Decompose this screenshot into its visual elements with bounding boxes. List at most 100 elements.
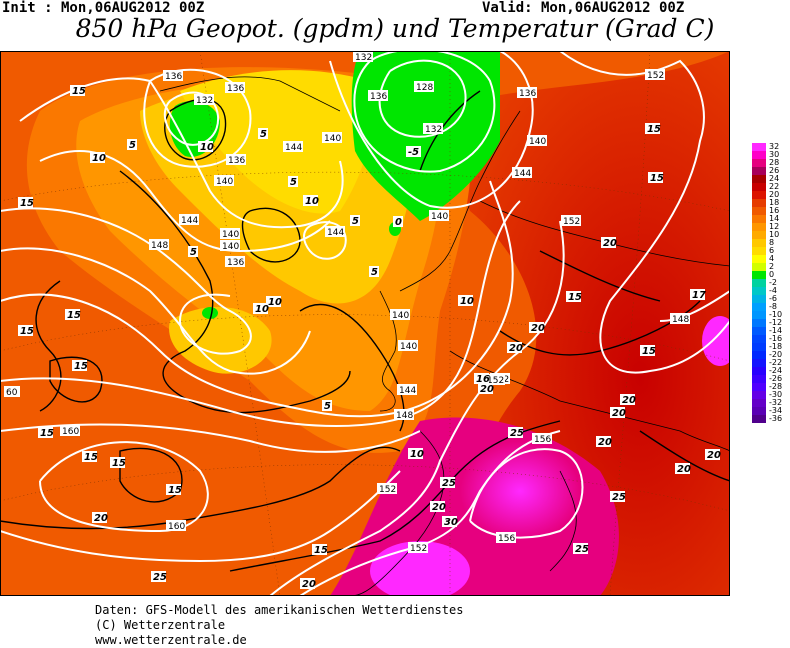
svg-text:60: 60 [6, 388, 18, 398]
legend-row: -18 [752, 342, 790, 351]
svg-text:20: 20 [94, 513, 108, 524]
temp-label: 25 [508, 427, 524, 439]
svg-text:156: 156 [534, 435, 551, 445]
svg-text:5: 5 [371, 267, 378, 278]
gp-label: 156 [532, 433, 552, 445]
legend-row: -20 [752, 350, 790, 359]
svg-text:25: 25 [510, 428, 524, 439]
svg-text:140: 140 [222, 230, 239, 240]
legend-value: 14 [769, 214, 780, 223]
gp-label: 132 [194, 94, 214, 106]
legend-row: -34 [752, 406, 790, 415]
temp-label: 10 [303, 195, 319, 207]
legend-swatch [752, 223, 766, 231]
legend-swatch [752, 351, 766, 359]
legend-value: 16 [769, 206, 780, 215]
svg-text:10: 10 [410, 449, 424, 460]
legend-value: 20 [769, 190, 780, 199]
legend-row: 8 [752, 238, 790, 247]
legend-row: 4 [752, 254, 790, 263]
svg-text:160: 160 [168, 522, 185, 532]
legend-swatch [752, 151, 766, 159]
legend-row: -4 [752, 286, 790, 295]
svg-text:15: 15 [650, 173, 664, 184]
legend-swatch [752, 143, 766, 151]
temp-label: 20 [300, 578, 316, 590]
temp-label: 16 [474, 373, 490, 385]
legend-swatch [752, 303, 766, 311]
gp-label: 160 [166, 520, 186, 532]
geopotential-labels: 136 132 136 128 132 152 136 132 136 140 … [4, 51, 690, 554]
gp-label: 160 [60, 425, 80, 437]
temp-label: 15 [65, 309, 81, 321]
svg-text:15: 15 [67, 310, 81, 321]
legend-row: 16 [752, 206, 790, 215]
temp-label: 10 [408, 448, 424, 460]
svg-text:20: 20 [302, 579, 316, 590]
temp-label: 20 [596, 436, 612, 448]
svg-text:25: 25 [153, 572, 167, 583]
svg-text:15: 15 [112, 458, 126, 469]
svg-text:5: 5 [352, 216, 359, 227]
temp-label: 15 [312, 544, 328, 556]
legend-value: -34 [769, 406, 783, 415]
svg-text:15: 15 [647, 124, 661, 135]
legend-row: -16 [752, 334, 790, 343]
svg-text:20: 20 [509, 343, 523, 354]
temp-label: 5 [369, 266, 379, 278]
svg-text:148: 148 [672, 315, 689, 325]
gp-label: 144 [512, 167, 532, 179]
legend-swatch [752, 311, 766, 319]
svg-text:148: 148 [396, 411, 413, 421]
temp-label: 20 [705, 449, 721, 461]
legend-swatch [752, 175, 766, 183]
legend-value: -2 [769, 278, 777, 287]
legend-swatch [752, 239, 766, 247]
map-canvas: 136 132 136 128 132 152 136 132 136 140 … [0, 51, 730, 596]
temp-label: 20 [601, 237, 617, 249]
svg-text:5: 5 [190, 247, 197, 258]
svg-text:152: 152 [487, 376, 504, 386]
svg-text:20: 20 [622, 395, 636, 406]
legend-swatch [752, 199, 766, 207]
weather-map: 136 132 136 128 132 152 136 132 136 140 … [0, 51, 730, 596]
svg-text:20: 20 [707, 450, 721, 461]
legend-row: 14 [752, 214, 790, 223]
svg-text:20: 20 [531, 323, 545, 334]
temp-label: 15 [38, 427, 54, 439]
svg-text:17: 17 [692, 290, 706, 301]
svg-text:25: 25 [612, 492, 626, 503]
gp-label: 140 [220, 228, 240, 240]
gp-label: 148 [149, 239, 169, 251]
svg-text:152: 152 [563, 217, 580, 227]
legend-swatch [752, 271, 766, 279]
temp-label: 5 [350, 215, 360, 227]
temp-label: 15 [18, 197, 34, 209]
map-border [0, 51, 730, 596]
temp-label: 5 [288, 176, 298, 188]
gp-label: 132 [423, 123, 443, 135]
svg-text:0: 0 [395, 217, 402, 228]
svg-text:15: 15 [168, 485, 182, 496]
svg-text:136: 136 [227, 258, 244, 268]
svg-text:136: 136 [519, 89, 536, 99]
gp-label: 60 [4, 386, 20, 398]
gp-label: 144 [397, 384, 417, 396]
cold-pool-small [202, 307, 218, 319]
geopotential-contours [0, 51, 730, 596]
gp-label: 156 [496, 532, 516, 544]
gp-label: 132 [353, 51, 373, 63]
svg-text:20: 20 [612, 408, 626, 419]
legend-swatch [752, 415, 766, 423]
svg-text:10: 10 [460, 296, 474, 307]
svg-text:156: 156 [498, 534, 515, 544]
svg-text:15: 15 [568, 292, 582, 303]
map-title: 850 hPa Geopot. (gpdm) und Temperatur (G… [75, 14, 715, 43]
svg-text:15: 15 [642, 346, 656, 357]
legend-row: 0 [752, 270, 790, 279]
svg-text:10: 10 [255, 304, 269, 315]
svg-text:140: 140 [216, 177, 233, 187]
legend-row: -22 [752, 358, 790, 367]
svg-text:5: 5 [129, 140, 136, 151]
svg-text:148: 148 [151, 241, 168, 251]
